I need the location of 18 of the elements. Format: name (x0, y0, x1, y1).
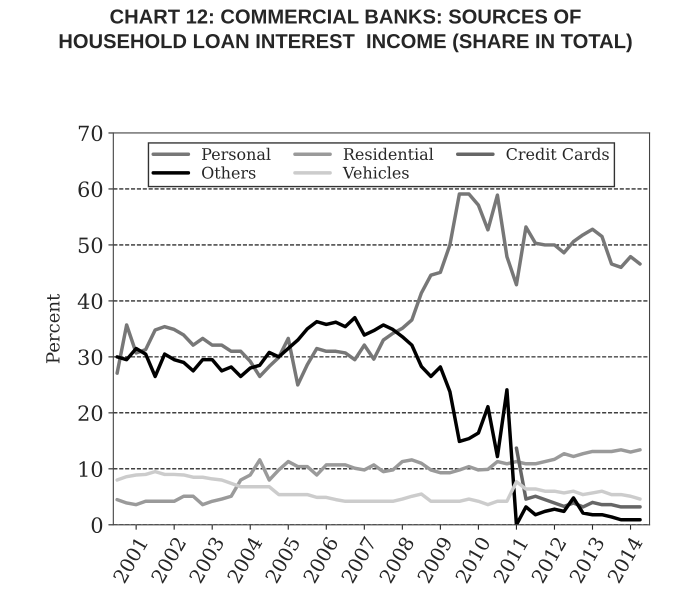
y-tick-label: 20 (78, 405, 102, 422)
y-tick-label: 70 (78, 125, 102, 142)
legend-label: Vehicles (342, 166, 409, 179)
legend-label: Others (202, 166, 256, 179)
y-tick-label: 40 (78, 293, 102, 310)
line-series (115, 470, 642, 506)
y-tick-label: 60 (78, 181, 102, 198)
line-series (115, 192, 642, 387)
legend-label: Personal (202, 148, 271, 160)
chart-title: CHART 12: COMMERCIAL BANKS: SOURCES OF HOUSEHOLD LOAN INTEREST INCOME (SHARE IN TOTAL) (60, 9, 632, 52)
y-tick-label: 10 (80, 461, 102, 478)
y-tick-label: 0 (92, 517, 102, 534)
legend-label: Residential (344, 148, 434, 160)
line-series (115, 448, 642, 506)
legend-label: Credit Cards (506, 148, 609, 160)
y-tick-label: 50 (78, 237, 102, 254)
y-axis-title: Percent (46, 294, 60, 364)
y-tick-label: 30 (78, 349, 102, 366)
